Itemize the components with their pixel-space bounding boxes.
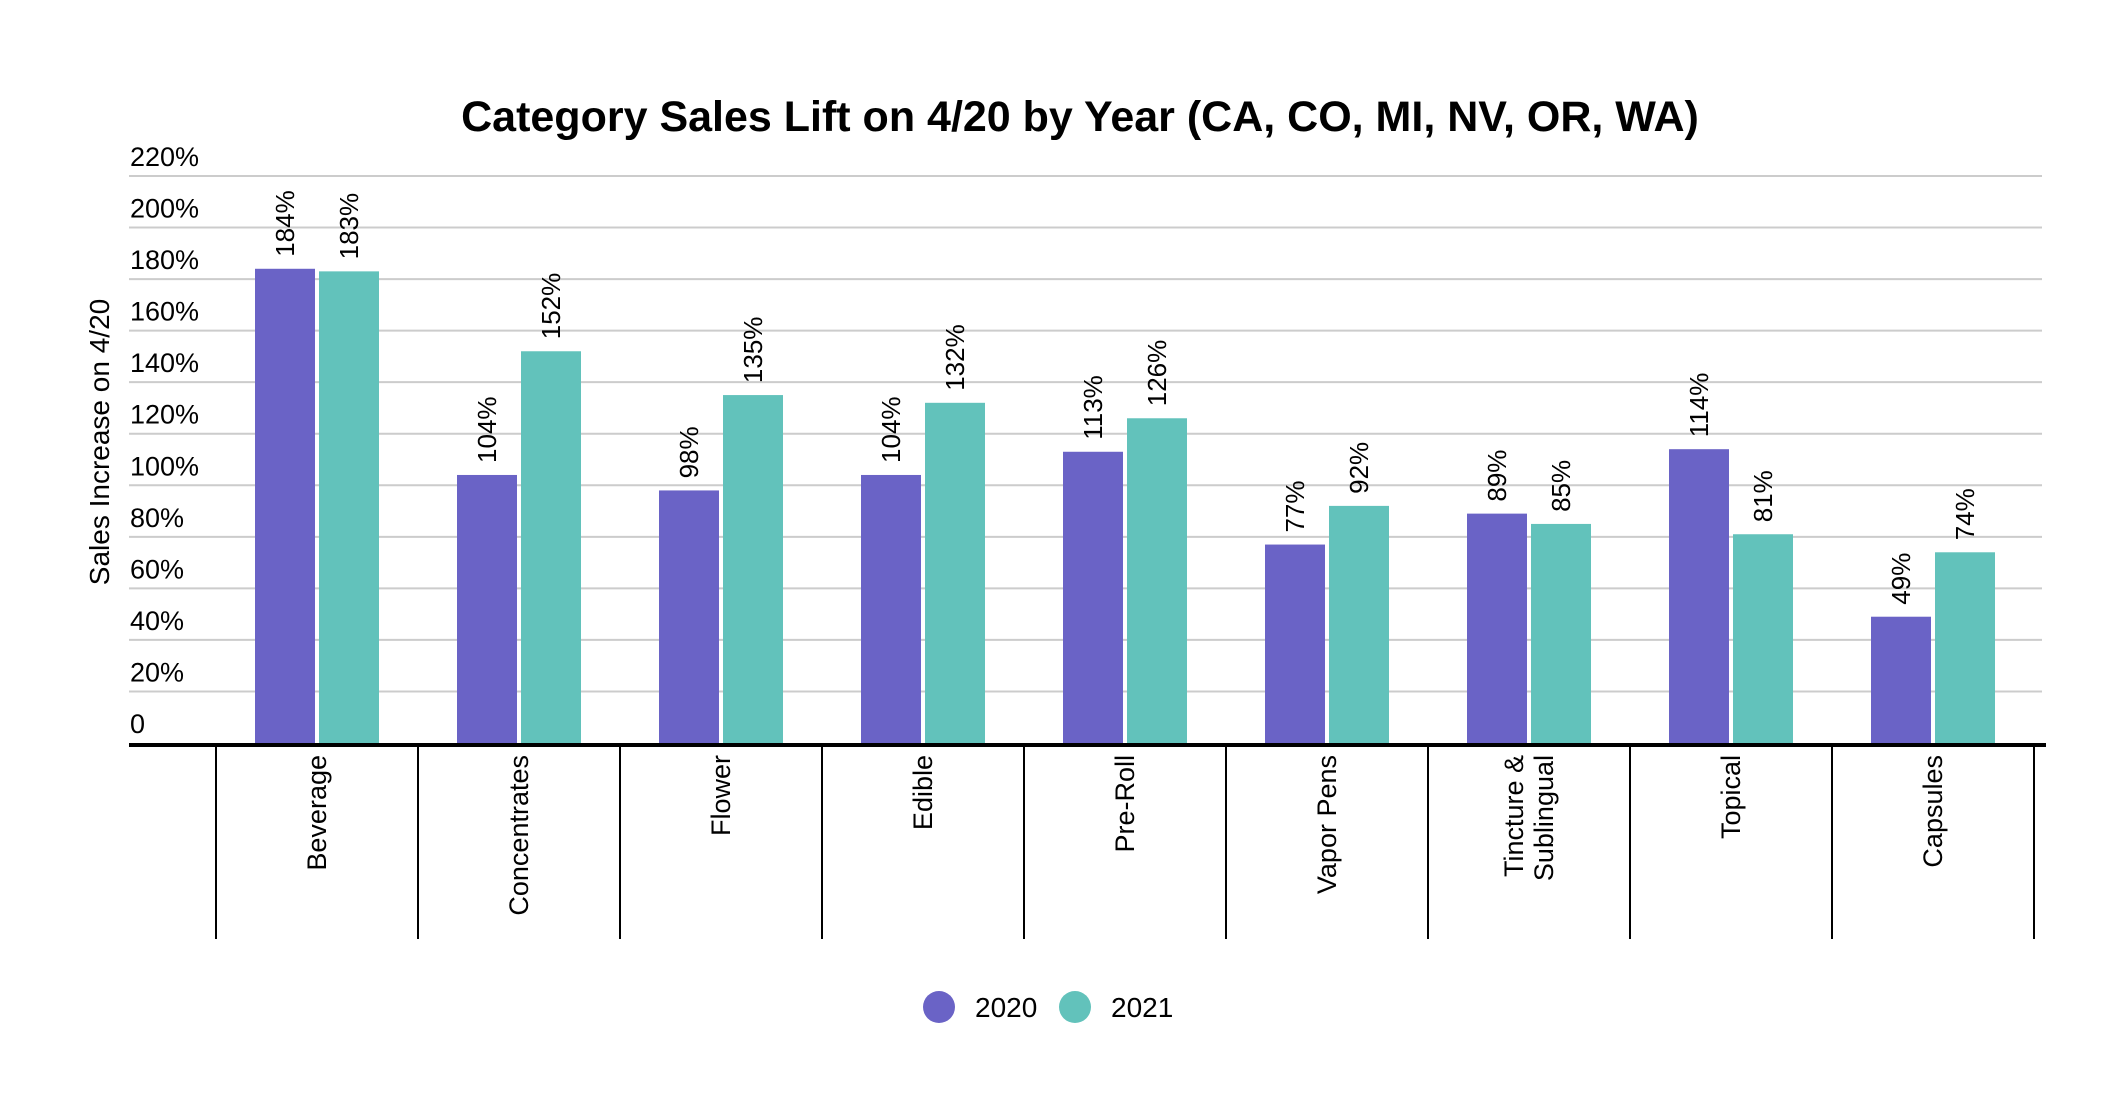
bars	[255, 268, 1995, 743]
data-label: 126%	[1142, 340, 1172, 407]
bar-2021-flower	[723, 395, 783, 743]
bar-2020-flower	[659, 490, 719, 743]
data-labels: 184% 183% 104% 152% 98% 135% 104% 132% 113% 126% 7…	[270, 190, 1980, 604]
data-label: 74%	[1950, 488, 1980, 540]
bar-2021-pre-roll	[1127, 418, 1187, 743]
data-label: 135%	[738, 317, 768, 384]
data-label: 152%	[536, 273, 566, 340]
bar-2020-topical	[1669, 449, 1729, 743]
data-label: 81%	[1748, 470, 1778, 522]
bar-2021-vapor-pens	[1329, 505, 1389, 743]
y-tick-label: 180%	[130, 245, 199, 275]
bar-2021-topical	[1733, 534, 1793, 743]
x-tick-label: Concentrates	[504, 755, 534, 916]
x-tick-label: Edible	[908, 755, 938, 830]
y-tick-label: 200%	[130, 194, 199, 224]
y-tick-label: 160%	[130, 297, 199, 327]
data-label: 98%	[674, 426, 704, 478]
x-tick-label: Capsules	[1918, 755, 1948, 868]
bar-2020-beverage	[255, 268, 315, 743]
bar-2020-tincture-sublingual	[1467, 513, 1527, 743]
y-tick-label: 20%	[130, 657, 184, 687]
y-tick-label: 80%	[130, 503, 184, 533]
data-label: 113%	[1078, 375, 1108, 440]
bar-2020-edible	[861, 474, 921, 743]
x-tick-label: Topical	[1716, 755, 1746, 839]
legend-marker-2021	[1059, 991, 1091, 1023]
bar-2021-tincture-sublingual	[1531, 523, 1591, 743]
y-tick-label: 120%	[130, 400, 199, 430]
y-axis-ticks: 0 20% 40% 60% 80% 100% 120% 140% 160% 180% 200% 220…	[130, 142, 199, 739]
bar-2020-vapor-pens	[1265, 544, 1325, 743]
y-tick-label: 40%	[130, 606, 184, 636]
y-tick-label: 140%	[130, 348, 199, 378]
y-tick-label: 0	[130, 709, 145, 739]
data-label: 184%	[270, 190, 300, 257]
data-label: 114%	[1684, 373, 1714, 438]
bar-2020-concentrates	[457, 474, 517, 743]
bar-2020-pre-roll	[1063, 451, 1123, 743]
data-label: 49%	[1886, 553, 1916, 605]
legend-label-2020: 2020	[975, 992, 1037, 1023]
y-tick-label: 220%	[130, 142, 199, 172]
data-label: 77%	[1280, 481, 1310, 533]
data-label: 183%	[334, 193, 364, 260]
data-label: 132%	[940, 324, 970, 391]
x-tick-label: Sublingual	[1529, 755, 1559, 881]
legend-marker-2020	[923, 991, 955, 1023]
data-label: 92%	[1344, 442, 1374, 494]
y-tick-label: 60%	[130, 554, 184, 584]
data-label: 104%	[876, 396, 906, 463]
x-tick-label: Beverage	[302, 755, 332, 871]
bar-2021-capsules	[1935, 552, 1995, 743]
x-tick-label: Flower	[706, 755, 736, 836]
x-tick-label: Pre-Roll	[1110, 755, 1140, 853]
x-axis-category-labels: Beverage Concentrates Flower Edible Pre-Roll…	[302, 755, 1948, 916]
bar-2020-capsules	[1871, 616, 1931, 743]
bar-2021-concentrates	[521, 351, 581, 743]
data-label: 104%	[472, 396, 502, 463]
data-label: 85%	[1546, 460, 1576, 512]
chart-title: Category Sales Lift on 4/20 by Year (CA,…	[461, 93, 1699, 141]
bar-2021-beverage	[319, 271, 379, 743]
x-tick-label: Vapor Pens	[1312, 755, 1342, 894]
legend: 2020 2021	[923, 991, 1173, 1023]
y-tick-label: 100%	[130, 451, 199, 481]
bar-2021-edible	[925, 402, 985, 743]
legend-label-2021: 2021	[1111, 992, 1173, 1023]
data-label: 89%	[1482, 450, 1512, 502]
x-tick-label: Tincture &	[1499, 755, 1529, 877]
category-separators	[215, 743, 2035, 939]
y-axis-title: Sales Increase on 4/20	[84, 299, 115, 585]
